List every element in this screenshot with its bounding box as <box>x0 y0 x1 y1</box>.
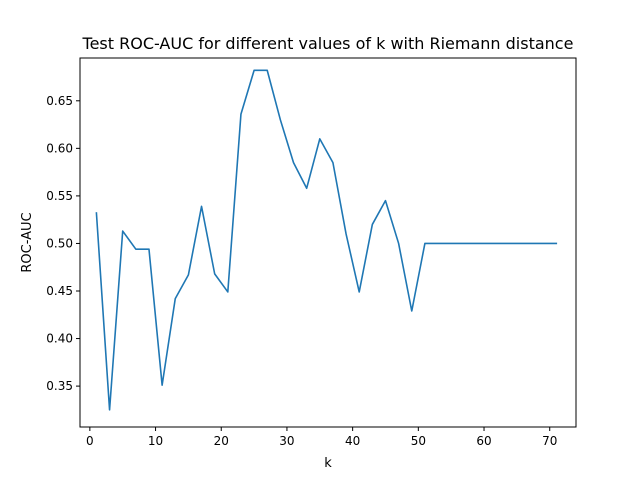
x-tick-label: 70 <box>542 434 557 448</box>
plot-area <box>95 69 558 411</box>
y-tick-label: 0.45 <box>46 284 73 298</box>
x-axis: 0 10 20 30 40 50 60 70 <box>86 427 557 448</box>
y-tick-label: 0.60 <box>46 141 73 155</box>
chart-title: Test ROC-AUC for different values of k w… <box>82 34 574 53</box>
x-tick-label: 40 <box>345 434 360 448</box>
y-tick-label: 0.40 <box>46 332 73 346</box>
y-tick-label: 0.65 <box>46 94 73 108</box>
series-line <box>95 69 558 411</box>
y-tick-label: 0.35 <box>46 379 73 393</box>
x-axis-label: k <box>324 456 332 471</box>
x-tick-label: 30 <box>279 434 294 448</box>
x-tick-label: 50 <box>411 434 426 448</box>
x-tick-label: 0 <box>86 434 94 448</box>
axes-frame <box>79 57 577 428</box>
x-tick-label: 10 <box>148 434 163 448</box>
y-tick-label: 0.55 <box>46 189 73 203</box>
y-axis-label: ROC-AUC <box>20 212 35 272</box>
y-axis: 0.35 0.40 0.45 0.50 0.55 0.60 0.65 <box>46 94 80 393</box>
x-tick-label: 60 <box>476 434 491 448</box>
x-tick-label: 20 <box>214 434 229 448</box>
y-tick-label: 0.50 <box>46 236 73 250</box>
